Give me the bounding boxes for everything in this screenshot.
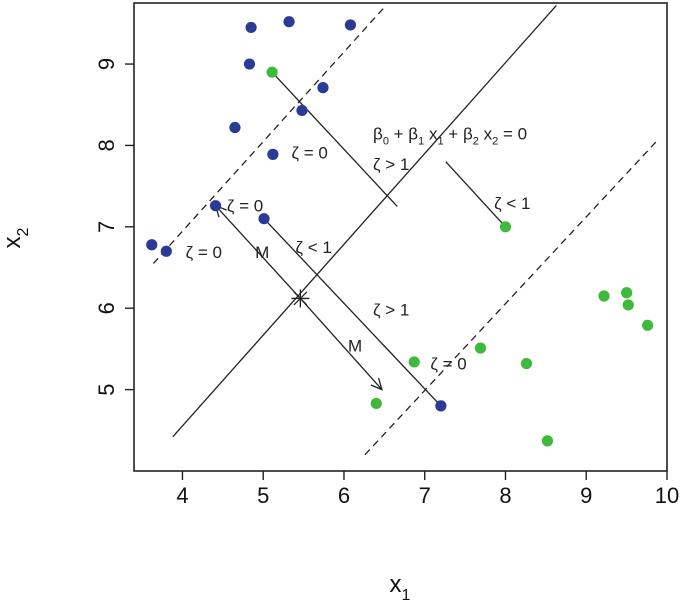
margin-label: M [255,243,269,262]
plot-frame [133,2,668,472]
data-point [267,148,279,160]
slack-segment [271,71,398,207]
data-point [258,213,270,225]
data-point [520,357,533,370]
x-tick-label: 8 [499,483,511,508]
data-point [317,82,329,94]
x-tick-label: 4 [176,483,188,508]
slack-label: ζ = 0 [186,243,222,262]
data-point [344,19,357,31]
x-tick-label: 10 [655,483,679,508]
data-point [245,21,257,34]
data-point [209,200,222,212]
data-point [541,435,554,447]
data-point [642,319,654,331]
data-point [622,299,634,311]
data-point [160,245,172,257]
center-marker [291,289,310,308]
margin-line [152,5,387,264]
data-point [266,66,278,78]
margin-arrow [299,298,383,391]
data-point [435,400,447,412]
data-point [408,356,420,368]
x-axis-title: x1 [390,571,411,604]
slack-label: ζ > 1 [373,301,409,320]
data-point [283,16,295,28]
hyperplane-lines [152,5,657,456]
data-point [243,58,256,70]
x-tick-label: 7 [419,483,431,508]
data-point [621,287,633,299]
data-point [474,342,487,354]
y-tick-label: 9 [94,58,119,70]
data-point [499,221,512,233]
slack-label: ζ < 1 [296,238,332,257]
margin-arrow [215,205,301,299]
y-axis-title: x2 [0,227,32,248]
data-point [229,121,241,134]
y-tick-label: 7 [94,221,119,233]
margin-label: M [348,336,362,355]
y-axis-ticks: 5 6 7 8 9 [94,58,134,396]
data-point [370,397,382,410]
arrow-head [370,377,383,391]
x-axis-ticks: 4 5 6 7 8 9 10 [176,471,679,508]
center-star-stroke [293,291,308,306]
hyperplane-line [172,5,557,438]
x-tick-label: 6 [338,483,350,508]
margin-line [364,140,657,456]
data-point [296,104,308,117]
x-tick-label: 9 [580,483,592,508]
slack-segment [263,218,442,407]
slack-label: ζ = 0 [291,143,327,162]
slack-segment [445,161,506,228]
data-points [146,16,654,447]
slack-label: ζ > 1 [373,155,409,174]
hyperplane-equation: β0 + β1 x1 + β2 x2 = 0 [373,125,527,148]
slack-label: ζ = 0 [227,196,263,215]
y-tick-label: 5 [94,383,119,395]
margin-segments [214,71,506,407]
data-point [146,239,158,251]
y-tick-label: 8 [94,139,119,151]
data-point [598,290,610,302]
annotations: β0 + β1 x1 + β2 x2 = 0 ζ > 1 ζ = 0 ζ < 1 ζ =… [186,125,531,374]
slack-label: ζ < 1 [494,194,530,213]
slack-label: ζ = 0 [430,354,466,373]
x-tick-label: 5 [257,483,269,508]
y-tick-label: 6 [94,302,119,314]
